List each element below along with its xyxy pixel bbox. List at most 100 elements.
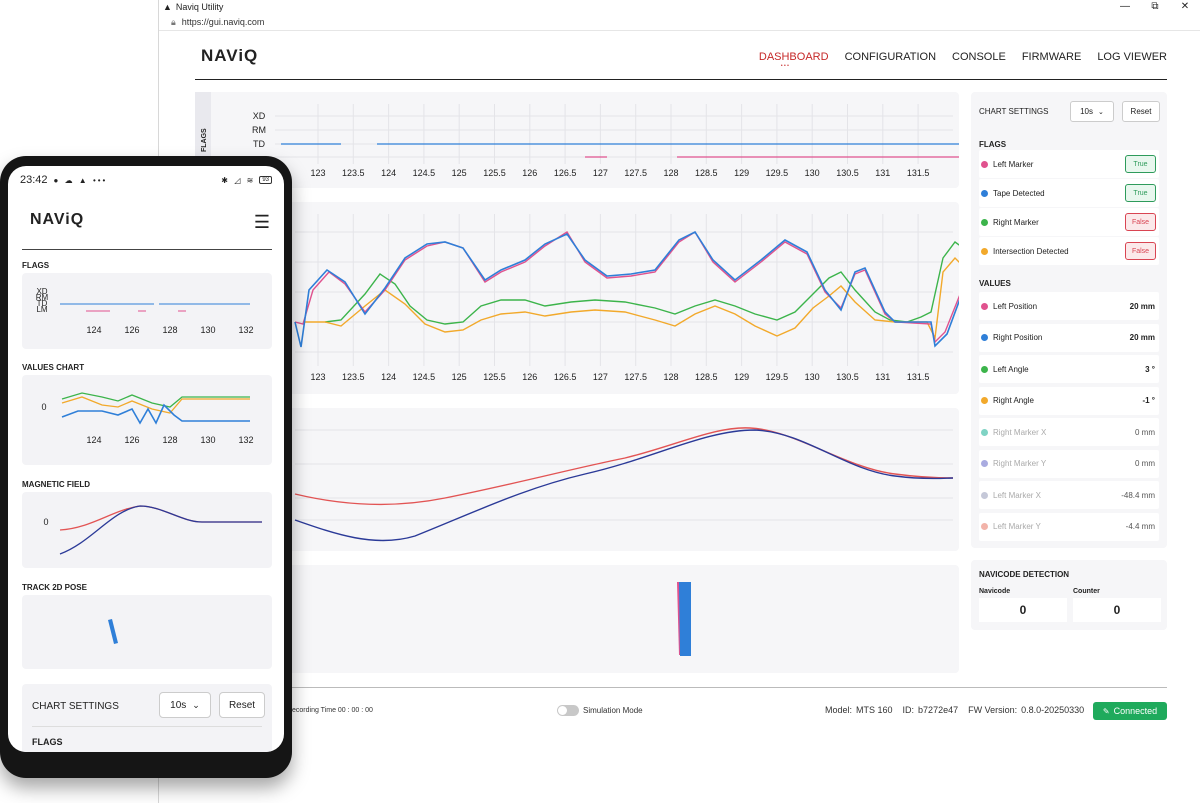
- close-button[interactable]: ✕: [1180, 1, 1190, 12]
- phone-pose-title: TRACK 2D POSE: [22, 583, 87, 592]
- phone-x-tick-label: 128: [162, 325, 177, 335]
- minimize-button[interactable]: —: [1120, 1, 1130, 12]
- flags-chart-panel: FLAGS XD RM TD 123 123.5 124 124.5 125 125.5 1…: [195, 92, 959, 188]
- restore-button[interactable]: ⧉: [1151, 1, 1159, 12]
- address-bar[interactable]: 🔒︎ https://gui.naviq.com: [159, 14, 1200, 31]
- phone-x-tick-label: 132: [238, 325, 253, 335]
- nav-configuration[interactable]: CONFIGURATION: [844, 50, 937, 63]
- x-tick-label: 124.5: [413, 168, 436, 178]
- value-label: Left Marker X: [993, 490, 1042, 500]
- x-tick-label: 123.5: [342, 168, 365, 178]
- settings-sidebar: CHART SETTINGS 10s ⌄ Reset FLAGS Left Mar…: [971, 92, 1167, 548]
- value-reading: 3 °: [1145, 364, 1155, 374]
- x-tick-label: 127: [593, 168, 608, 178]
- magnetic-field-panel: [195, 408, 959, 551]
- legend-dot: [981, 365, 988, 373]
- flag-state-badge: False: [1125, 242, 1156, 260]
- value-row: Left Marker X -48.4 mm: [979, 481, 1159, 509]
- value-label: Right Marker X: [993, 427, 1047, 437]
- legend-dot: [981, 428, 988, 436]
- values-section-title: VALUES: [979, 279, 1011, 288]
- phone-pose-card: [22, 595, 272, 669]
- model-value: MTS 160: [856, 705, 893, 715]
- hamburger-menu-icon[interactable]: ☰: [253, 212, 270, 232]
- phone-x-tick-label: 126: [124, 435, 139, 445]
- connected-label: Connected: [1113, 706, 1158, 716]
- x-tick-label: 128: [663, 372, 678, 382]
- phone-screen: 23:42 ● ☁ ▲ ••• ✱ ◿ ≋ 93 NAViQ ☰ FLAGS X…: [8, 166, 284, 752]
- flag-state-badge: True: [1125, 155, 1156, 173]
- pose-marker-right: [679, 582, 691, 656]
- reset-button[interactable]: Reset: [1122, 101, 1160, 122]
- x-tick-label: 124: [381, 168, 396, 178]
- left-position-series: [294, 231, 959, 344]
- value-label: Right Marker Y: [993, 459, 1047, 468]
- brand-logo: NAViQ: [201, 45, 259, 65]
- value-reading: 0 mm: [1135, 459, 1155, 468]
- phone-flag-td: TD: [37, 299, 48, 308]
- phone-x-tick-label: 128: [162, 435, 177, 445]
- id-value: b7272e47: [918, 705, 959, 715]
- notification-icons: ● ☁ ▲ •••: [53, 175, 108, 185]
- model-label: Model:: [825, 705, 853, 715]
- window-title: Naviq Utility: [175, 2, 224, 12]
- phone-reset-button[interactable]: Reset: [219, 692, 265, 718]
- legend-dot: [981, 491, 988, 499]
- phone-flags-label: FLAGS: [32, 737, 63, 747]
- flag-state-badge: False: [1125, 213, 1156, 231]
- phone-x-tick-label: 132: [238, 435, 253, 445]
- flags-axis-label: FLAGS: [201, 128, 208, 152]
- app-logo-icon: ▲: [163, 2, 172, 12]
- phone-values-title: VALUES CHART: [22, 363, 85, 372]
- navicode-title: NAVICODE DETECTION: [979, 570, 1070, 579]
- lock-icon: 🔒︎: [171, 16, 176, 27]
- phone-flags-card: XD RM TD LM 124 126 128 130 132: [22, 273, 272, 349]
- phone-x-tick-label: 124: [86, 325, 101, 335]
- x-tick-label: 128.5: [695, 168, 718, 178]
- nav-log-viewer[interactable]: LOG VIEWER: [1097, 50, 1167, 63]
- value-row: Right Marker X 0 mm: [979, 418, 1159, 446]
- x-tick-label: 130: [805, 372, 820, 382]
- value-label: Left Marker Y: [993, 522, 1041, 531]
- phone-magnetic-title: MAGNETIC FIELD: [22, 480, 90, 489]
- phone-status-bar: 23:42 ● ☁ ▲ ••• ✱ ◿ ≋ 93: [8, 166, 284, 194]
- right-position-series: [294, 230, 959, 348]
- phone-magnetic-card: 0: [22, 492, 272, 568]
- value-reading: -4.4 mm: [1125, 522, 1155, 531]
- value-reading: 0 mm: [1135, 427, 1155, 437]
- value-reading: 20 mm: [1129, 301, 1155, 311]
- phone-window-select[interactable]: 10s ⌄: [159, 692, 211, 718]
- simulation-toggle[interactable]: [557, 705, 579, 716]
- x-tick-label: 129.5: [766, 372, 789, 382]
- x-tick-label: 129: [734, 168, 749, 178]
- navicode-label: Navicode: [979, 588, 1011, 595]
- nav-console[interactable]: CONSOLE: [952, 50, 1006, 63]
- flag-label: Intersection Detected: [993, 246, 1069, 256]
- counter-value: 0: [1073, 598, 1161, 622]
- connected-button[interactable]: ✎ Connected: [1093, 702, 1167, 720]
- simulation-label: Simulation Mode: [583, 706, 643, 715]
- nav-firmware[interactable]: FIRMWARE: [1021, 50, 1082, 63]
- window-select[interactable]: 10s ⌄: [1070, 101, 1114, 122]
- phone-flags-title: FLAGS: [22, 261, 50, 270]
- device-info: Model: MTS 160 ID: b7272e47 FW Version: …: [825, 705, 1084, 715]
- x-tick-label: 124.5: [413, 372, 436, 382]
- x-tick-label: 127: [593, 372, 608, 382]
- phone-time: 23:42: [20, 174, 48, 186]
- flags-section-title: FLAGS: [979, 140, 1007, 149]
- flag-row-td: TD: [253, 139, 265, 149]
- main-nav: DASHBOARD CONFIGURATION CONSOLE FIRMWARE…: [759, 50, 1167, 69]
- value-row: Right Marker Y 0 mm: [979, 449, 1159, 478]
- x-tick-label: 126: [522, 168, 537, 178]
- flag-label: Right Marker: [993, 217, 1039, 227]
- phone-x-tick-label: 126: [124, 325, 139, 335]
- phone-flag-xd: XD: [36, 287, 47, 296]
- phone-flag-lm: LM: [36, 305, 47, 314]
- phone-settings-title: CHART SETTINGS: [32, 701, 119, 712]
- phone-magnetic-chart: 0: [43, 505, 262, 555]
- phone-mockup: 23:42 ● ☁ ▲ ••• ✱ ◿ ≋ 93 NAViQ ☰ FLAGS X…: [0, 156, 292, 778]
- link-icon: ✎: [1102, 706, 1110, 716]
- x-tick-label: 131.5: [907, 372, 930, 382]
- x-tick-label: 125: [452, 372, 467, 382]
- nav-dashboard[interactable]: DASHBOARD: [759, 51, 829, 69]
